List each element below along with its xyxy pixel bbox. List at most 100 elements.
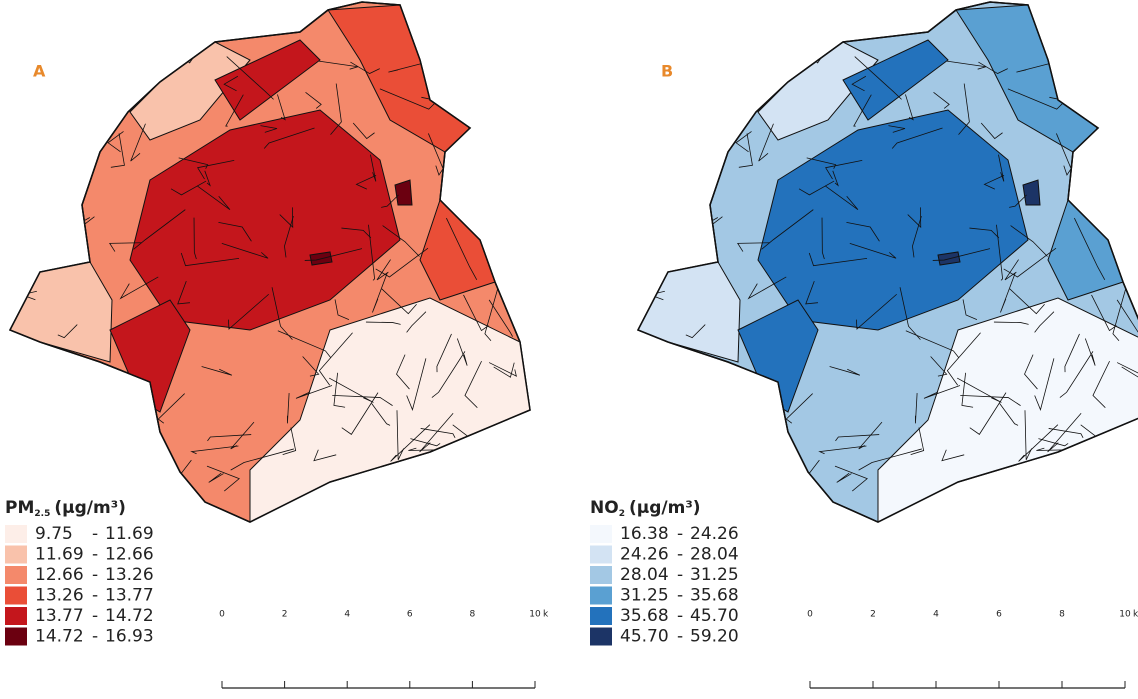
- legend-swatch: [5, 566, 27, 584]
- street: [1095, 103, 1105, 143]
- legend-to: 16.93: [105, 627, 154, 647]
- legend-sep: -: [677, 627, 683, 647]
- scale-label: 4: [344, 610, 350, 620]
- legend-swatch: [590, 607, 612, 625]
- district: [10, 262, 112, 362]
- legend-from: 9.75: [35, 524, 73, 544]
- legend-from: 14.72: [35, 627, 84, 647]
- districts: [622, 5, 1138, 541]
- legend-swatch: [5, 546, 27, 564]
- street: [638, 144, 687, 153]
- legend-from: 35.68: [620, 606, 669, 626]
- scale-label: 10: [1119, 610, 1131, 620]
- street: [20, 480, 41, 499]
- street: [964, 510, 1001, 530]
- legend-sep: -: [92, 524, 98, 544]
- legend-from: 28.04: [620, 565, 669, 585]
- street: [648, 480, 669, 499]
- scale-label: 2: [870, 610, 876, 620]
- legend-sep: -: [677, 545, 683, 565]
- street: [1125, 47, 1138, 56]
- legend-swatch: [590, 525, 612, 543]
- legend-sep: -: [92, 565, 98, 585]
- street: [20, 402, 46, 437]
- street: [674, 153, 722, 161]
- street: [748, 447, 772, 462]
- legend-from: 31.25: [620, 586, 669, 606]
- legend-to: 11.69: [105, 524, 154, 544]
- street: [622, 122, 652, 173]
- street: [497, 47, 525, 56]
- legend-swatch: [5, 525, 27, 543]
- street: [653, 132, 671, 140]
- street: [881, 11, 898, 18]
- street: [25, 132, 43, 140]
- scale-label: 6: [996, 610, 1002, 620]
- legend-title: PM2.5(µg/m³): [5, 498, 126, 519]
- street: [87, 37, 99, 71]
- street: [1102, 38, 1119, 77]
- street: [81, 113, 89, 138]
- street: [736, 460, 775, 488]
- scale-label: 6: [407, 610, 413, 620]
- legend-from: 13.77: [35, 606, 84, 626]
- street: [323, 492, 340, 509]
- street: [105, 50, 133, 81]
- street: [10, 144, 59, 153]
- map-panel: BNO2(µg/m³)16.38-24.2624.26-28.0428.04-3…: [590, 2, 1138, 688]
- legend-sep: -: [677, 586, 683, 606]
- street: [471, 23, 500, 61]
- map: [0, 2, 554, 541]
- map-panel: APM2.5(µg/m³)9.75-11.6911.69-12.6612.66-…: [0, 2, 554, 688]
- street: [108, 460, 147, 488]
- street: [336, 510, 373, 530]
- legend-from: 12.66: [35, 565, 84, 585]
- street: [5, 436, 20, 443]
- district: [395, 180, 412, 205]
- legend-to: 24.26: [690, 524, 739, 544]
- legend-swatch: [5, 607, 27, 625]
- title-sub: 2.5: [34, 509, 50, 519]
- street: [740, 25, 751, 62]
- street: [733, 50, 761, 81]
- street: [112, 25, 123, 62]
- street: [107, 381, 144, 392]
- districts: [0, 5, 554, 541]
- street: [414, 464, 462, 482]
- street: [75, 479, 126, 496]
- street: [1100, 167, 1136, 208]
- street: [668, 149, 677, 184]
- street: [106, 22, 117, 79]
- street: [715, 37, 727, 71]
- title-sub: 2: [619, 509, 625, 519]
- street: [734, 22, 745, 79]
- street: [14, 404, 58, 437]
- street: [509, 48, 524, 75]
- street: [475, 212, 490, 232]
- legend-swatch: [590, 587, 612, 605]
- scale-label: 0: [807, 610, 813, 620]
- street: [951, 492, 968, 509]
- title-unit: (µg/m³): [54, 498, 126, 518]
- district: [638, 262, 740, 362]
- street: [253, 11, 270, 18]
- street: [1087, 69, 1116, 112]
- scale-label: 4: [933, 610, 939, 620]
- legend-from: 11.69: [35, 545, 84, 565]
- street: [709, 113, 717, 138]
- legend-swatch: [5, 587, 27, 605]
- street: [915, 502, 955, 540]
- street: [121, 27, 166, 43]
- street: [467, 103, 477, 143]
- title-main: NO: [590, 498, 619, 518]
- map: [622, 2, 1138, 541]
- legend-swatch: [590, 628, 612, 646]
- legend-swatch: [590, 566, 612, 584]
- street: [518, 285, 550, 300]
- street: [338, 480, 389, 497]
- street: [715, 482, 724, 505]
- street: [287, 502, 327, 540]
- street: [714, 70, 721, 91]
- street: [472, 167, 508, 208]
- street: [633, 436, 648, 443]
